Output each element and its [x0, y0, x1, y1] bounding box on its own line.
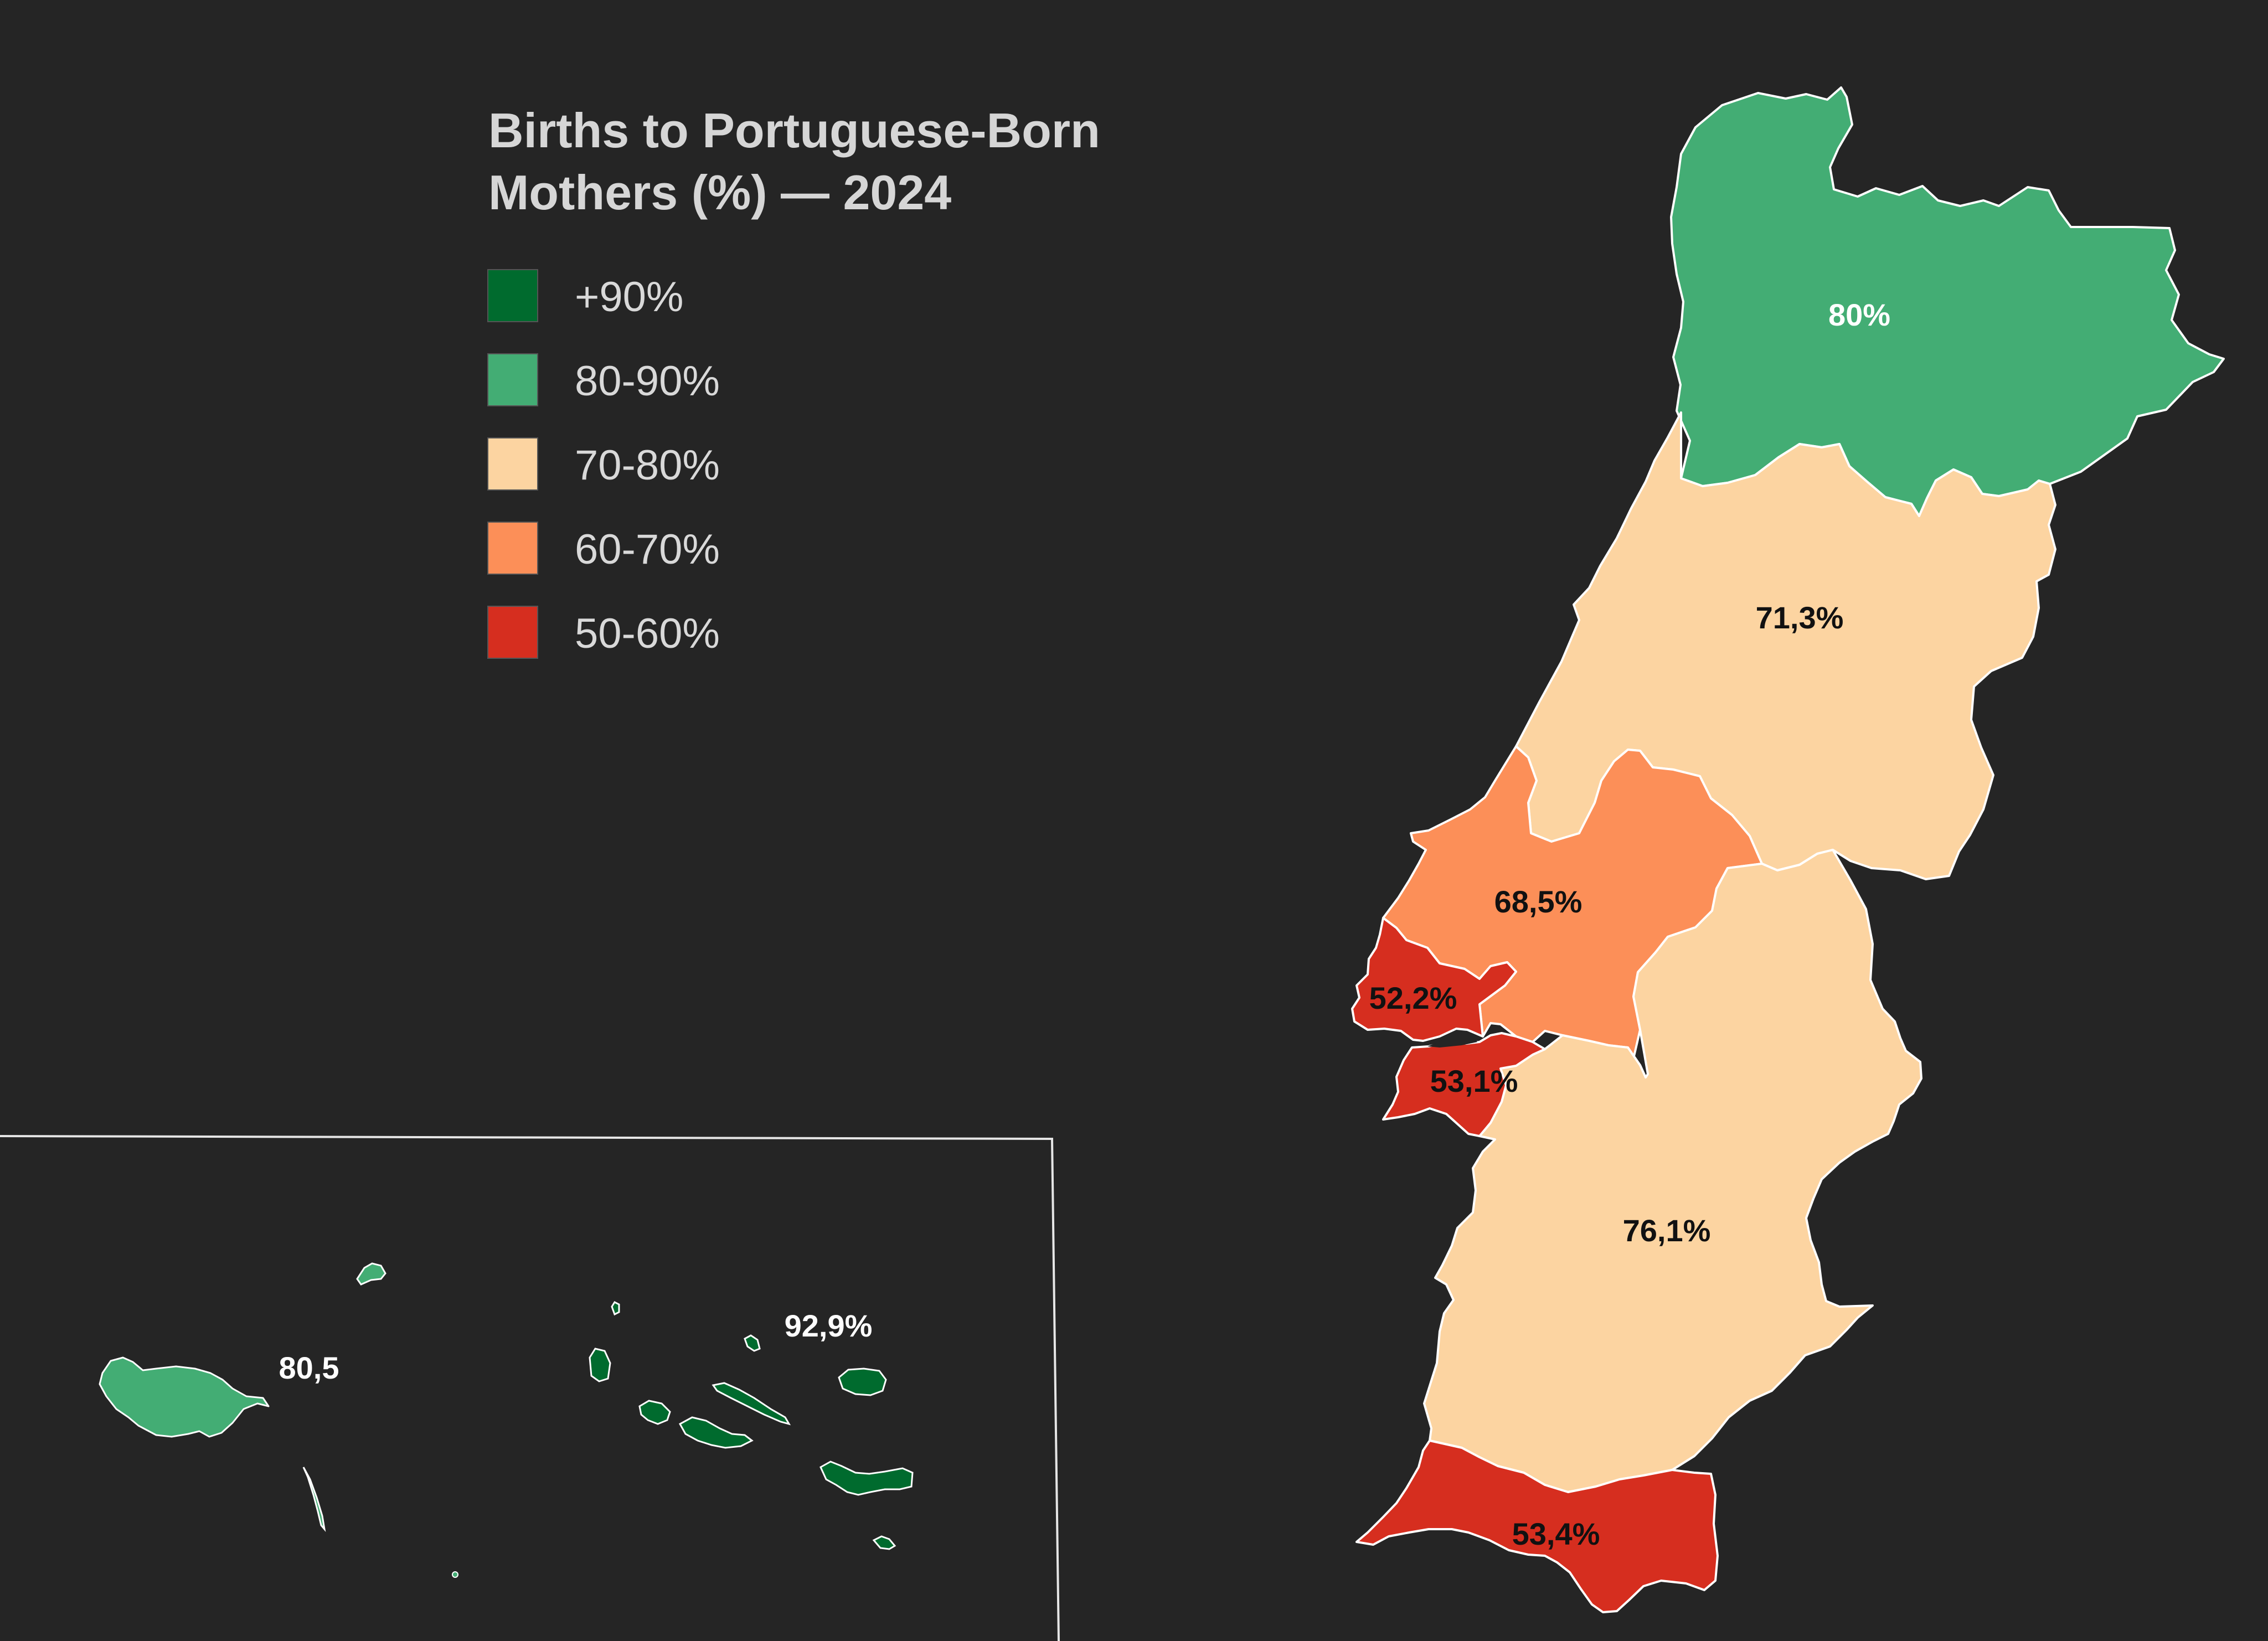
legend-label-plus-90: +90%: [575, 274, 684, 321]
legend-swatch-80-90: [487, 353, 538, 406]
island-terceira: [838, 1368, 887, 1396]
label-acores: 92,9%: [785, 1308, 873, 1343]
region-grande-lisboa: [1351, 917, 1517, 1042]
label-norte: 80%: [1828, 297, 1890, 332]
island-santa-maria: [872, 1535, 896, 1550]
region-norte: [1670, 86, 2225, 517]
legend-label-70-80: 70-80%: [575, 442, 720, 489]
inset-frame: [0, 1135, 1060, 1641]
region-algarve: [1355, 1439, 1719, 1613]
island-sao-miguel: [819, 1461, 914, 1496]
legend-label-60-70: 60-70%: [575, 526, 720, 573]
island-selvagem: [452, 1571, 458, 1578]
region-peninsula-setubal: [1382, 1032, 1546, 1137]
legend-item-plus-90: +90%: [487, 269, 819, 324]
island-corvo: [611, 1301, 620, 1316]
legend-item-50-60: 50-60%: [487, 606, 819, 661]
map-title-line-2: Mothers (%) — 2024: [488, 165, 952, 220]
island-sao-jorge: [712, 1382, 791, 1426]
island-graciosa: [744, 1334, 761, 1352]
map-title-line-1: Births to Portuguese-Born: [488, 103, 1100, 158]
legend-swatch-50-60: [487, 606, 538, 659]
legend-label-80-90: 80-90%: [575, 358, 720, 405]
legend-swatch-60-70: [487, 522, 538, 575]
map-title: Births to Portuguese-Born Mothers (%) — …: [488, 100, 1208, 224]
legend-item-70-80: 70-80%: [487, 437, 819, 493]
island-desertas: [302, 1467, 326, 1532]
label-algarve: 53,4%: [1512, 1516, 1600, 1551]
legend-swatch-plus-90: [487, 269, 538, 322]
legend-label-50-60: 50-60%: [575, 610, 720, 657]
legend-item-80-90: 80-90%: [487, 353, 819, 409]
legend-swatch-70-80: [487, 437, 538, 491]
island-faial: [638, 1400, 671, 1425]
legend-item-60-70: 60-70%: [487, 522, 819, 577]
label-alentejo: 76,1%: [1623, 1213, 1711, 1248]
label-centro: 71,3%: [1756, 600, 1844, 635]
label-grande-lisboa: 52,2%: [1369, 981, 1457, 1015]
island-flores: [589, 1348, 611, 1382]
island-porto-santo: [356, 1262, 386, 1286]
label-peninsula-setubal: 53,1%: [1430, 1064, 1518, 1098]
region-centro: [1515, 411, 2056, 880]
label-oeste-vale-do-tejo: 68,5%: [1494, 884, 1583, 919]
label-madeira: 80,5: [279, 1350, 339, 1385]
island-pico: [678, 1416, 754, 1449]
tagus-estuary: [1427, 1033, 1477, 1047]
region-madeira: [99, 1356, 270, 1438]
